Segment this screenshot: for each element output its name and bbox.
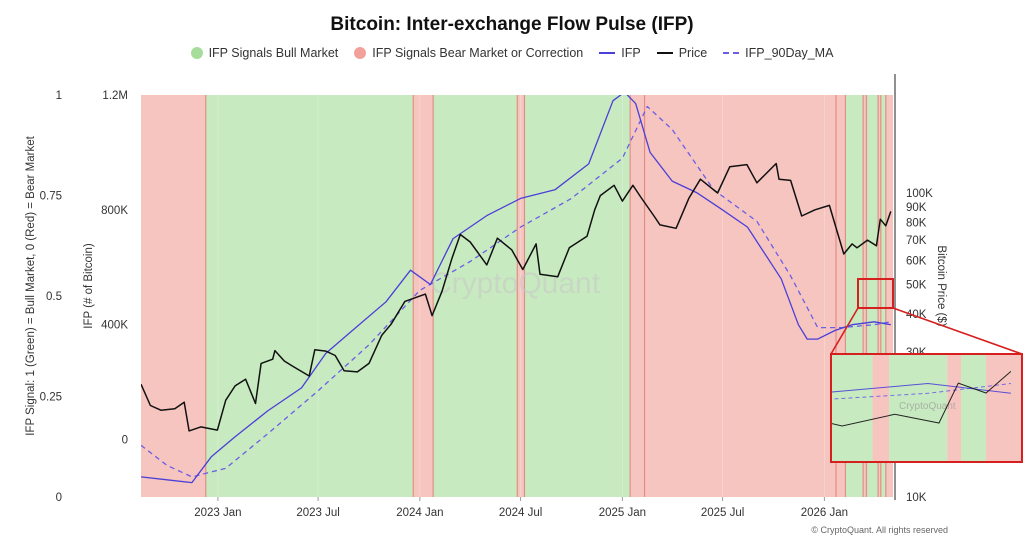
bear-band bbox=[413, 95, 434, 497]
series-clip bbox=[141, 95, 892, 484]
x-tick-label: 2023 Jul bbox=[296, 507, 339, 519]
bull-band bbox=[524, 95, 631, 497]
price-tick-label: 50K bbox=[906, 279, 927, 291]
price-axis-title: Bitcoin Price ($) bbox=[935, 245, 947, 326]
x-tick-label: 2024 Jul bbox=[499, 507, 542, 519]
bear-band bbox=[878, 95, 881, 497]
bear-band bbox=[517, 95, 525, 497]
ifp-line-icon bbox=[599, 52, 616, 54]
axes: 1 0.75 0.5 0.25 0 IFP Signal: 1 (Green) = Bul… bbox=[25, 74, 947, 519]
x-tick-label: 2025 Jan bbox=[599, 507, 646, 519]
bull-band bbox=[205, 95, 414, 497]
zoom-bull-band bbox=[961, 355, 987, 461]
ifp-tick-label: 400K bbox=[101, 320, 128, 332]
price-tick-label: 60K bbox=[906, 255, 927, 267]
series-ifp bbox=[141, 95, 891, 484]
bear-band bbox=[630, 95, 645, 497]
zoom-bear-band bbox=[947, 355, 962, 461]
zoom-inset-content: CryptoQuant bbox=[832, 355, 1021, 461]
bull-band bbox=[433, 95, 518, 497]
legend-item-ifp[interactable]: IFP bbox=[599, 46, 641, 60]
zoom-connector bbox=[830, 307, 859, 355]
bull-band bbox=[866, 95, 879, 497]
ifp-axis-title: IFP (# of Bitcoin) bbox=[83, 243, 95, 329]
price-tick-label: 80K bbox=[906, 217, 927, 229]
signal-tick-label: 0.5 bbox=[46, 291, 62, 303]
zoom-series-ifp bbox=[832, 382, 1011, 394]
price-tick-label: 100K bbox=[906, 188, 933, 200]
legend-label-bull: IFP Signals Bull Market bbox=[208, 46, 339, 60]
zoom-watermark: CryptoQuant bbox=[899, 401, 956, 412]
zoom-bull-band bbox=[832, 355, 873, 461]
bull-band bbox=[880, 95, 886, 497]
bear-band bbox=[836, 95, 846, 497]
bull-dot-icon bbox=[190, 47, 203, 59]
zoom-inset-frame bbox=[830, 353, 1023, 463]
legend-item-price[interactable]: Price bbox=[656, 46, 708, 60]
x-tick-label: 2025 Jul bbox=[701, 507, 744, 519]
legend-label-ifp: IFP bbox=[621, 46, 641, 60]
price-tick-label: 70K bbox=[906, 235, 927, 247]
signal-tick-label: 0.75 bbox=[40, 191, 62, 203]
series-ifp-90day-ma bbox=[141, 105, 891, 478]
bear-dot-icon bbox=[354, 47, 367, 59]
legend-label-bear: IFP Signals Bear Market or Correction bbox=[372, 46, 584, 60]
watermark: CryptoQuant bbox=[430, 267, 601, 300]
legend-item-ma[interactable]: IFP_90Day_MA bbox=[723, 46, 833, 60]
ifp-tick-label: 800K bbox=[101, 205, 128, 217]
zoom-bull-band bbox=[889, 355, 948, 461]
bear-band bbox=[141, 95, 206, 497]
signal-axis-title: IFP Signal: 1 (Green) = Bull Market, 0 (… bbox=[25, 135, 37, 435]
price-line-icon bbox=[656, 52, 673, 54]
zoom-series-price bbox=[832, 371, 1012, 427]
zoom-bear-band bbox=[872, 355, 890, 461]
bear-band bbox=[885, 95, 893, 497]
signal-tick-label: 1 bbox=[56, 90, 62, 102]
x-tick-label: 2024 Jan bbox=[396, 507, 443, 519]
bear-band bbox=[644, 95, 837, 497]
legend-label-ma: IFP_90Day_MA bbox=[745, 46, 834, 60]
zoom-inset: CryptoQuant bbox=[830, 278, 1023, 463]
signal-tick-label: 0 bbox=[56, 492, 62, 504]
ma-dash-icon bbox=[723, 52, 740, 54]
series-price bbox=[141, 162, 892, 432]
zoom-source-box bbox=[857, 278, 894, 309]
ifp-tick-label: 0 bbox=[122, 435, 128, 447]
legend-label-price: Price bbox=[678, 46, 708, 60]
price-tick-label: 90K bbox=[906, 202, 927, 214]
zoom-series-ifp-90day-ma bbox=[832, 383, 1011, 400]
legend: IFP Signals Bull Market IFP Signals Bear… bbox=[0, 46, 1024, 60]
bear-band bbox=[863, 95, 867, 497]
price-tick-label: 10K bbox=[906, 492, 927, 504]
x-tick-label: 2023 Jan bbox=[194, 507, 241, 519]
series-lines bbox=[141, 95, 892, 484]
chart-title: Bitcoin: Inter-exchange Flow Pulse (IFP) bbox=[330, 14, 694, 35]
zoom-bear-band bbox=[986, 355, 1021, 461]
copyright-credit: © CryptoQuant. All rights reserved bbox=[811, 525, 948, 535]
zoom-connector bbox=[892, 307, 1023, 355]
legend-item-bull[interactable]: IFP Signals Bull Market bbox=[190, 46, 339, 60]
legend-item-bear[interactable]: IFP Signals Bear Market or Correction bbox=[354, 46, 583, 60]
x-tick-label: 2026 Jan bbox=[801, 507, 848, 519]
ifp-tick-label: 1.2M bbox=[102, 90, 128, 102]
signal-tick-label: 0.25 bbox=[40, 392, 62, 404]
